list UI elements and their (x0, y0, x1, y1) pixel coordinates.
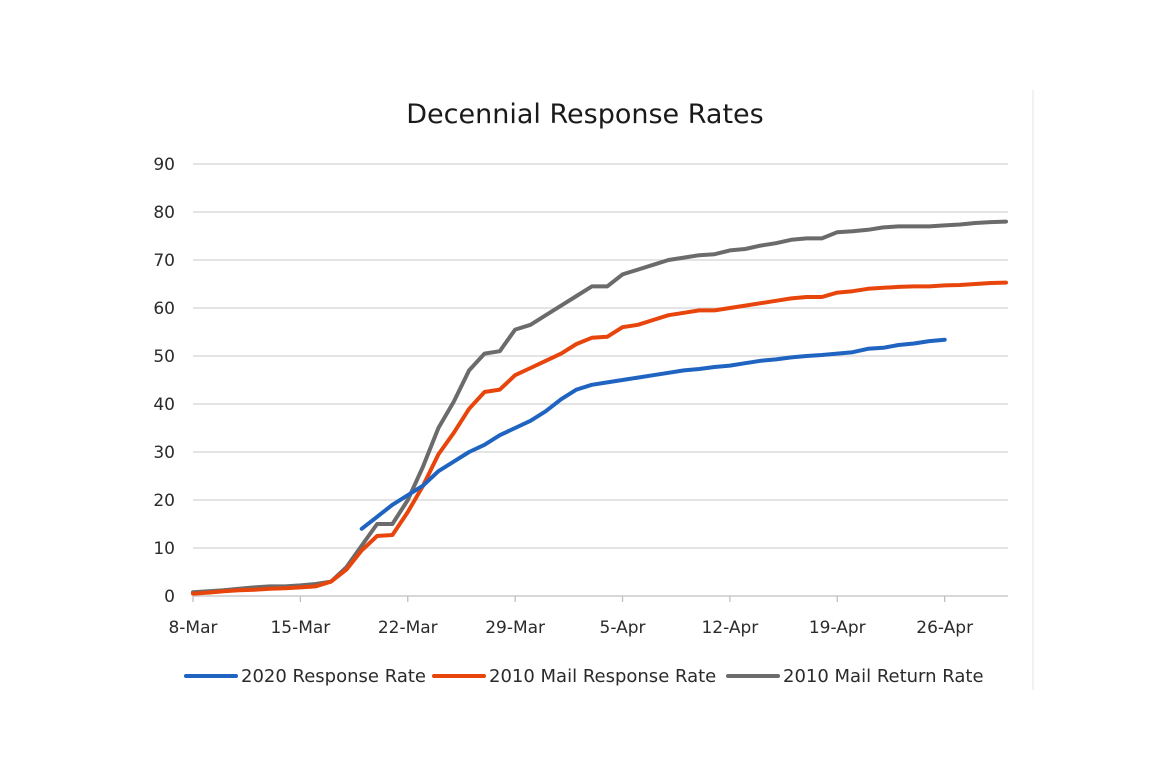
x-tick-label: 15-Mar (270, 618, 330, 638)
series-line-2010-mail-return-rate (191, 219, 1008, 595)
series-line-2020-response-rate (359, 337, 947, 531)
y-tick-label: 80 (153, 203, 175, 223)
x-tick-label: 12-Apr (701, 618, 758, 638)
y-tick-label: 10 (153, 539, 175, 559)
legend-item: 2010 Mail Return Rate (726, 666, 984, 687)
chart-title: Decennial Response Rates (406, 99, 763, 130)
y-tick-label: 0 (164, 587, 175, 607)
x-tick-label: 22-Mar (378, 618, 438, 638)
legend-label: 2010 Mail Response Rate (489, 666, 716, 687)
y-tick-label: 50 (153, 347, 175, 367)
legend-label: 2020 Response Rate (241, 666, 426, 687)
legend-label: 2010 Mail Return Rate (783, 666, 984, 687)
x-tick-label: 29-Mar (485, 618, 545, 638)
legend-item: 2010 Mail Response Rate (432, 666, 716, 687)
series-line-2010-mail-response-rate (191, 280, 1008, 596)
x-tick-label: 5-Apr (600, 618, 646, 638)
y-tick-label: 60 (153, 299, 175, 319)
y-tick-label: 20 (153, 491, 175, 511)
series-lines (191, 219, 1008, 596)
x-tick-label: 8-Mar (168, 618, 217, 638)
x-tick-label: 19-Apr (809, 618, 866, 638)
y-tick-label: 40 (153, 395, 175, 415)
x-axis-tick-labels: 8-Mar 15-Mar 22-Mar 29-Mar 5-Apr 12-Apr 19-Apr… (168, 596, 973, 638)
gridlines (193, 163, 1008, 597)
y-tick-label: 70 (153, 251, 175, 271)
x-tick-label: 26-Apr (916, 618, 973, 638)
y-tick-label: 90 (153, 155, 175, 175)
legend-item: 2020 Response Rate (184, 666, 426, 687)
y-axis-tick-labels: 0 10 20 30 40 50 60 70 80 90 (153, 155, 175, 607)
y-tick-label: 30 (153, 443, 175, 463)
legend: 2020 Response Rate 2010 Mail Response Rat… (184, 666, 984, 687)
